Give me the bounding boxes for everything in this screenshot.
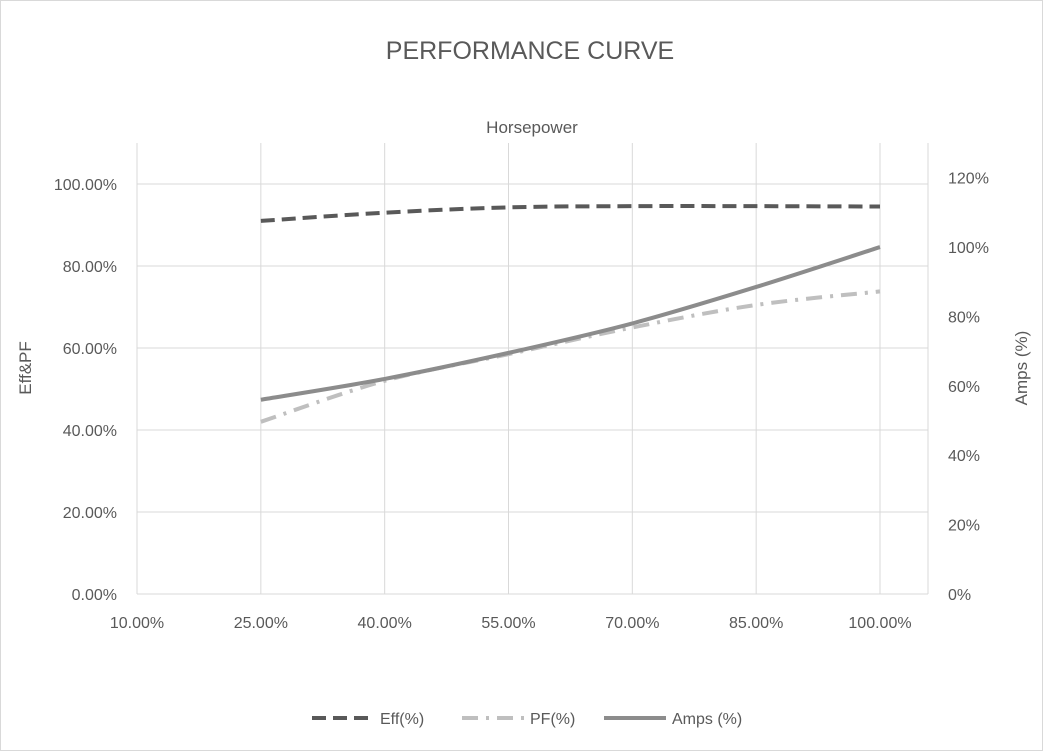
y-tick-label: 100.00%: [54, 177, 117, 194]
y-tick-label: 40.00%: [63, 423, 117, 440]
y2-axis-title: Amps (%): [1012, 331, 1031, 406]
y2-tick-label: 120%: [948, 171, 989, 188]
y2-tick-label: 40%: [948, 448, 980, 465]
chart-title: PERFORMANCE CURVE: [386, 37, 674, 65]
legend: Eff(%) PF(%) Amps (%): [312, 711, 742, 728]
y-axis-title: Eff&PF: [16, 341, 35, 395]
x-tick-label: 40.00%: [358, 615, 412, 632]
series-lines: [260, 204, 881, 424]
series-line-amps: [260, 245, 881, 402]
y2-tick-label: 20%: [948, 518, 980, 535]
chart-subtitle: Horsepower: [486, 118, 578, 137]
x-tick-label: 55.00%: [481, 615, 535, 632]
y-tick-label: 20.00%: [63, 505, 117, 522]
y-tick-label: 60.00%: [63, 341, 117, 358]
y2-tick-label: 100%: [948, 240, 989, 257]
gridlines: [136, 143, 929, 595]
y2-tick-label: 80%: [948, 309, 980, 326]
y-tick-label: 0.00%: [72, 587, 117, 604]
series-line-eff: [260, 204, 881, 223]
x-tick-label: 100.00%: [848, 615, 911, 632]
tick-labels: 10.00% 25.00% 40.00% 55.00% 70.00% 85.00% 100.…: [54, 171, 989, 632]
y2-tick-label: 0%: [948, 587, 971, 604]
y2-tick-label: 60%: [948, 379, 980, 396]
x-tick-label: 85.00%: [729, 615, 783, 632]
legend-label-eff: Eff(%): [380, 711, 424, 728]
x-tick-label: 10.00%: [110, 615, 164, 632]
series-line-pf: [260, 289, 881, 424]
y-tick-label: 80.00%: [63, 259, 117, 276]
legend-label-pf: PF(%): [530, 711, 575, 728]
x-tick-label: 70.00%: [605, 615, 659, 632]
x-tick-label: 25.00%: [234, 615, 288, 632]
legend-label-amps: Amps (%): [672, 711, 742, 728]
